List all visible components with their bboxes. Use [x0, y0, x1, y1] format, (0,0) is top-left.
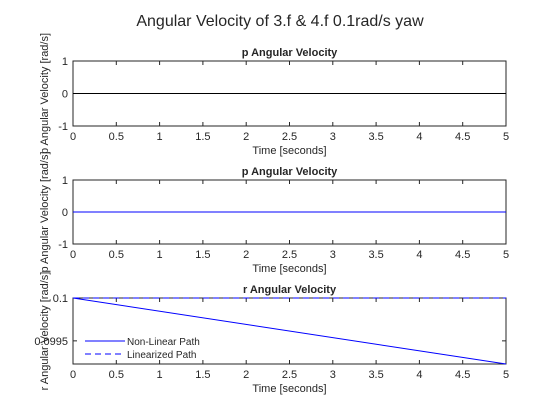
x-tick-label: 3 — [330, 369, 336, 381]
y-axis-label: p Angular Velocity [rad/s] — [39, 33, 51, 154]
x-tick-label: 4 — [416, 131, 422, 143]
x-tick-label: 2.5 — [282, 131, 297, 143]
x-axis-label: Time [seconds] — [252, 383, 326, 395]
series-line-non-linear-path — [72, 297, 507, 365]
x-tick-label: 0.5 — [109, 249, 124, 261]
y-tick-label: -1 — [58, 121, 68, 133]
y-tick-label: 1 — [62, 175, 68, 187]
x-tick-label: 3.5 — [368, 131, 383, 143]
x-tick-label: 4 — [416, 249, 422, 261]
axes-title: p Angular Velocity — [242, 47, 338, 59]
x-tick-label: 5 — [503, 131, 509, 143]
x-tick-label: 4.5 — [455, 249, 470, 261]
x-tick-label: 3 — [330, 249, 336, 261]
x-tick-label: 4 — [416, 369, 422, 381]
x-tick-label: 0.5 — [109, 131, 124, 143]
y-axis-label: r Angular Velocity [rad/s] — [39, 272, 51, 391]
x-tick-label: 5 — [503, 369, 509, 381]
x-tick-label: 2 — [243, 249, 249, 261]
x-tick-label: 3 — [330, 131, 336, 143]
x-tick-label: 1 — [157, 249, 163, 261]
x-tick-label: 1.5 — [195, 249, 210, 261]
legend-box — [83, 334, 235, 360]
x-axis-label: Time [seconds] — [252, 145, 326, 157]
x-axis-label: Time [seconds] — [252, 263, 326, 275]
x-tick-label: 4.5 — [455, 131, 470, 143]
x-tick-label: 3.5 — [368, 249, 383, 261]
axes-title: p Angular Velocity — [242, 166, 338, 178]
y-tick-label: 0.0995 — [34, 336, 68, 348]
y-tick-label: 0 — [62, 207, 68, 219]
legend-label: Linearized Path — [127, 350, 197, 361]
x-tick-label: 2.5 — [282, 369, 297, 381]
x-tick-label: 3.5 — [368, 369, 383, 381]
legend-label: Non-Linear Path — [127, 337, 200, 348]
x-tick-label: 2.5 — [282, 249, 297, 261]
y-tick-label: -1 — [58, 239, 68, 251]
x-tick-label: 1 — [157, 131, 163, 143]
axes-title: r Angular Velocity — [243, 284, 337, 296]
x-tick-label: 2 — [243, 369, 249, 381]
figure-title: Angular Velocity of 3.f & 4.f 0.1rad/s y… — [136, 13, 424, 30]
x-tick-label: 0 — [70, 369, 76, 381]
x-tick-label: 4.5 — [455, 369, 470, 381]
x-tick-label: 0 — [70, 131, 76, 143]
x-tick-label: 2 — [243, 131, 249, 143]
y-axis-label: p Angular Velocity [rad/s] — [39, 151, 51, 272]
x-tick-label: 5 — [503, 249, 509, 261]
x-tick-label: 0.5 — [109, 369, 124, 381]
x-tick-label: 0 — [70, 249, 76, 261]
x-tick-label: 1 — [157, 369, 163, 381]
y-tick-label: 0.1 — [53, 293, 68, 305]
x-tick-label: 1.5 — [195, 131, 210, 143]
x-tick-label: 1.5 — [195, 369, 210, 381]
y-tick-label: 0 — [62, 89, 68, 101]
y-tick-label: 1 — [62, 56, 68, 68]
